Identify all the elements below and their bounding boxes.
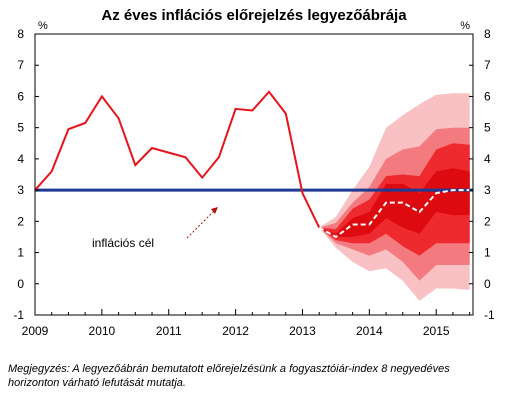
x-tick-label: 2014 (356, 324, 383, 338)
cpi-history-line (34, 90, 321, 229)
y-unit-left: % (38, 20, 48, 32)
y-tick-label-left: 0 (17, 277, 24, 291)
y-tick-label-right: -1 (484, 308, 495, 322)
x-tick-label: 2011 (156, 324, 182, 338)
y-tick-label-left: 3 (17, 183, 24, 197)
x-tick-label: 2013 (289, 324, 316, 338)
plot-frame (34, 33, 474, 316)
y-tick-label-right: 4 (484, 152, 491, 166)
y-tick-label-right: 3 (484, 183, 491, 197)
y-tick-label-left: 7 (17, 58, 24, 72)
annotation-arrow (186, 209, 216, 239)
forecast-median-line (318, 189, 470, 239)
y-tick-label-right: 5 (484, 121, 491, 135)
chart-title: Az éves inflációs előrejelzés legyezőábr… (101, 7, 407, 24)
chart-note: Megjegyzés: A legyezőábrán bemutatott el… (8, 363, 450, 389)
y-tick-label-left: 5 (17, 121, 24, 135)
x-tick-label: 2015 (423, 324, 450, 338)
x-tick-label: 2012 (222, 324, 249, 338)
y-tick-label-left: 2 (17, 214, 24, 228)
y-tick-label-right: 7 (484, 58, 491, 72)
y-tick-label-left: -1 (13, 308, 24, 322)
y-tick-label-right: 1 (484, 246, 491, 260)
y-tick-label-left: 6 (17, 89, 24, 103)
y-tick-label-right: 0 (484, 277, 491, 291)
y-tick-label-right: 2 (484, 214, 491, 228)
y-tick-label-right: 8 (484, 27, 491, 41)
y-tick-label-left: 4 (17, 152, 24, 166)
y-tick-label-left: 8 (17, 27, 24, 41)
annotation-arrowhead (211, 207, 218, 214)
x-tick-label: 2009 (22, 324, 49, 338)
target-annotation: inflációs cél (92, 236, 154, 250)
x-tick-label: 2010 (89, 324, 116, 338)
y-tick-label-right: 6 (484, 89, 491, 103)
y-unit-right: % (460, 20, 470, 32)
y-tick-label-left: 1 (17, 246, 24, 260)
